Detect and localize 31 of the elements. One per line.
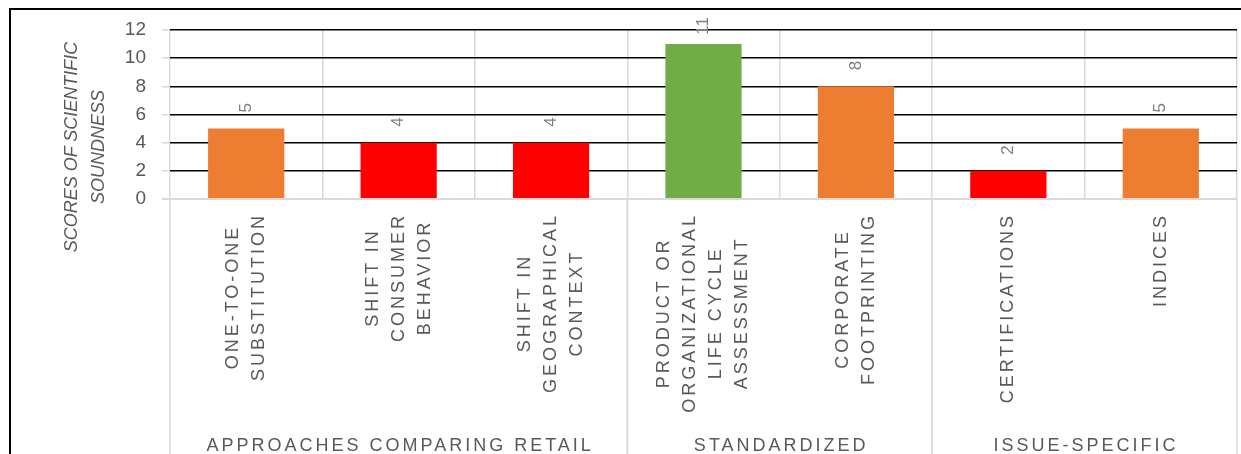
y-tick-label: 2 <box>135 159 146 181</box>
x-tick-label: PRODUCT OR ORGANIZATIONAL LIFE CYCLE ASSESSMENT <box>653 213 752 413</box>
data-label: 8 <box>845 60 865 71</box>
y-tick-label: 12 <box>124 18 146 40</box>
x-tick-label: SHIFT IN GEOGRAPHICAL CONTEXT <box>514 212 587 394</box>
x-tick-label: CORPORATE FOOTPRINTING <box>831 213 878 385</box>
x-tick-label: CERTIFICATIONS <box>997 213 1018 404</box>
bar <box>1122 128 1199 198</box>
x-tick-label: SHIFT IN CONSUMER BEHAVIOR <box>361 212 434 343</box>
bar <box>665 44 742 198</box>
data-label: 5 <box>235 103 255 113</box>
y-tick-label: 0 <box>135 187 146 209</box>
bar <box>512 142 590 198</box>
data-label: 4 <box>388 117 408 127</box>
y-tick-label: 10 <box>124 46 146 68</box>
text: STANDARDIZED <box>693 435 869 454</box>
bar <box>360 142 437 198</box>
y-tick-label: 4 <box>135 130 147 152</box>
bar <box>817 86 895 198</box>
x-tick-label: INDICES <box>1149 213 1170 308</box>
x-tick-label: ONE-TO-ONE SUBSTITUTION <box>222 212 269 382</box>
y-tick-label: 6 <box>135 102 146 124</box>
bar <box>208 128 285 198</box>
bar <box>970 170 1047 198</box>
text: ISSUE-SPECIFIC <box>993 435 1179 454</box>
data-label: 4 <box>540 117 560 127</box>
y-axis-title: SCORES OF SCIENTIFIC SOUNDNESS <box>61 40 108 253</box>
data-label: 2 <box>998 145 1018 155</box>
text: APPROACHES COMPARING RETAIL <box>206 435 594 454</box>
data-label: 5 <box>1150 103 1170 113</box>
y-tick-label: 8 <box>135 74 146 96</box>
